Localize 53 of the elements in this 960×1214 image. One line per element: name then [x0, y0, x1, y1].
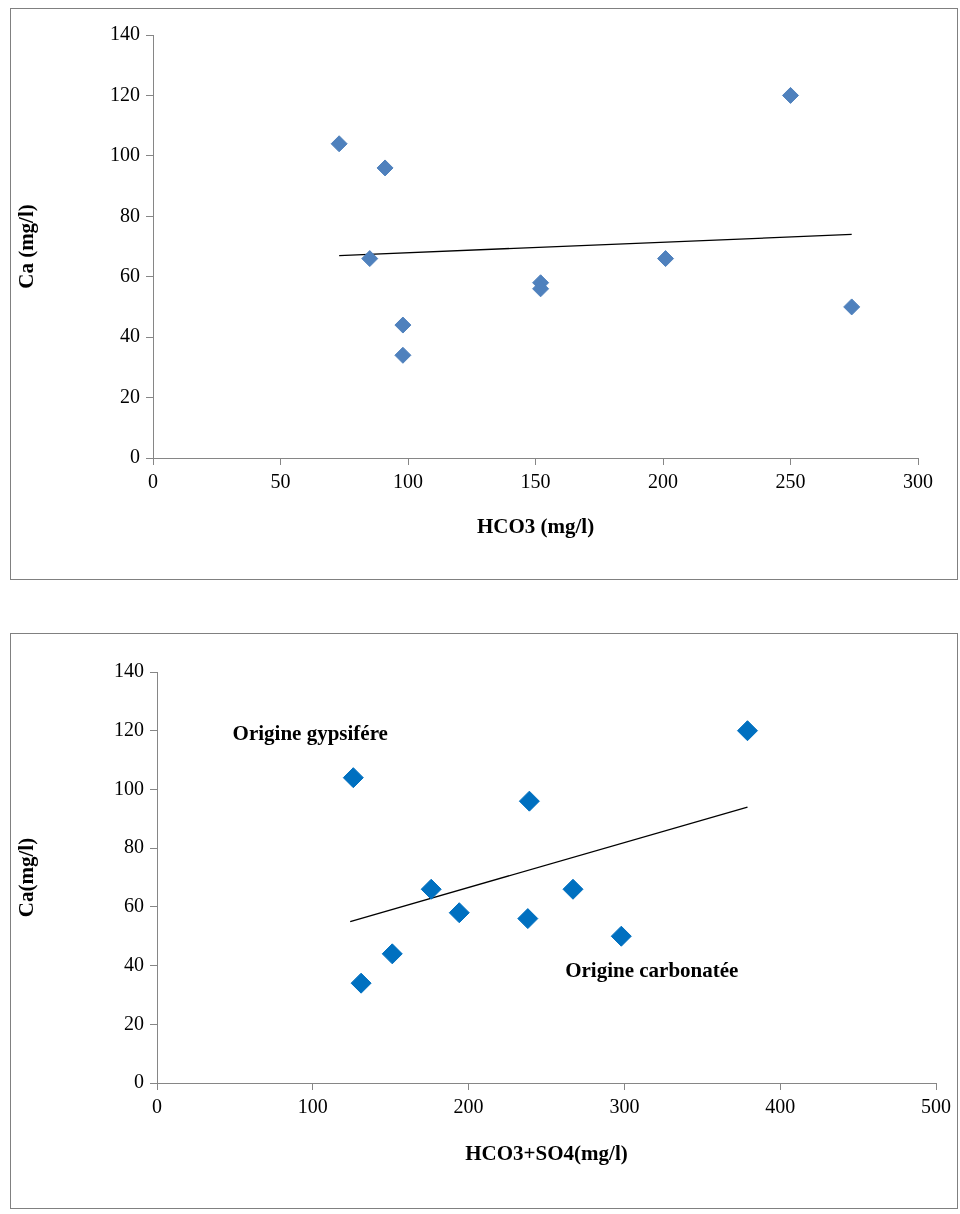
point: [610, 925, 632, 947]
point: [448, 902, 470, 924]
y-tick-label: 80: [124, 835, 144, 858]
x-tick-label: 250: [775, 470, 806, 493]
point: [657, 250, 675, 268]
y-tick-label: 140: [110, 22, 140, 45]
x-axis-title: HCO3 (mg/l): [476, 513, 595, 538]
y-tick-label: 100: [114, 776, 144, 799]
y-tick-label: 20: [124, 1011, 144, 1034]
y-tick-label: 60: [120, 263, 140, 286]
point: [330, 135, 348, 153]
x-tick-label: 50: [270, 470, 291, 493]
x-tick-label: 300: [609, 1095, 640, 1118]
point: [394, 316, 412, 334]
y-axis-title: Ca (mg/l): [14, 204, 39, 289]
point: [361, 250, 379, 268]
point: [736, 720, 758, 742]
annotation: Origine carbonatée: [565, 958, 739, 983]
x-tick-label: 0: [152, 1095, 162, 1118]
point: [782, 86, 799, 104]
x-tick-label: 0: [148, 470, 158, 493]
annotation: Origine gypsifére: [232, 721, 388, 746]
y-tick-label: 120: [110, 82, 140, 105]
y-tick-label: 40: [120, 324, 140, 347]
y-tick-label: 0: [130, 445, 140, 468]
x-axis-title: HCO3+SO4(mg/l): [465, 1140, 628, 1165]
point: [376, 159, 394, 177]
x-tick-label: 200: [648, 470, 678, 493]
y-tick-label: 120: [114, 717, 144, 740]
point: [517, 908, 539, 930]
point: [394, 346, 412, 364]
x-tick-label: 400: [765, 1095, 796, 1118]
point: [350, 972, 372, 994]
y-tick-label: 0: [134, 1070, 144, 1093]
x-tick-label: 150: [520, 470, 551, 493]
x-tick-label: 300: [903, 470, 933, 493]
y-tick-label: 40: [124, 952, 144, 975]
y-tick-label: 80: [120, 203, 140, 226]
point: [843, 298, 861, 316]
point: [342, 767, 364, 789]
y-tick-label: 100: [110, 143, 140, 166]
y-tick-label: 60: [124, 894, 144, 917]
x-tick-label: 200: [453, 1095, 484, 1118]
point: [381, 943, 403, 965]
x-tick-label: 100: [297, 1095, 328, 1118]
y-tick-label: 20: [120, 384, 140, 407]
x-tick-label: 100: [393, 470, 423, 493]
x-tick-label: 500: [921, 1095, 951, 1118]
y-axis-title: Ca(mg/l): [14, 837, 39, 918]
point: [420, 878, 442, 900]
point: [518, 790, 540, 812]
point: [562, 878, 584, 900]
y-tick-label: 140: [114, 659, 144, 682]
